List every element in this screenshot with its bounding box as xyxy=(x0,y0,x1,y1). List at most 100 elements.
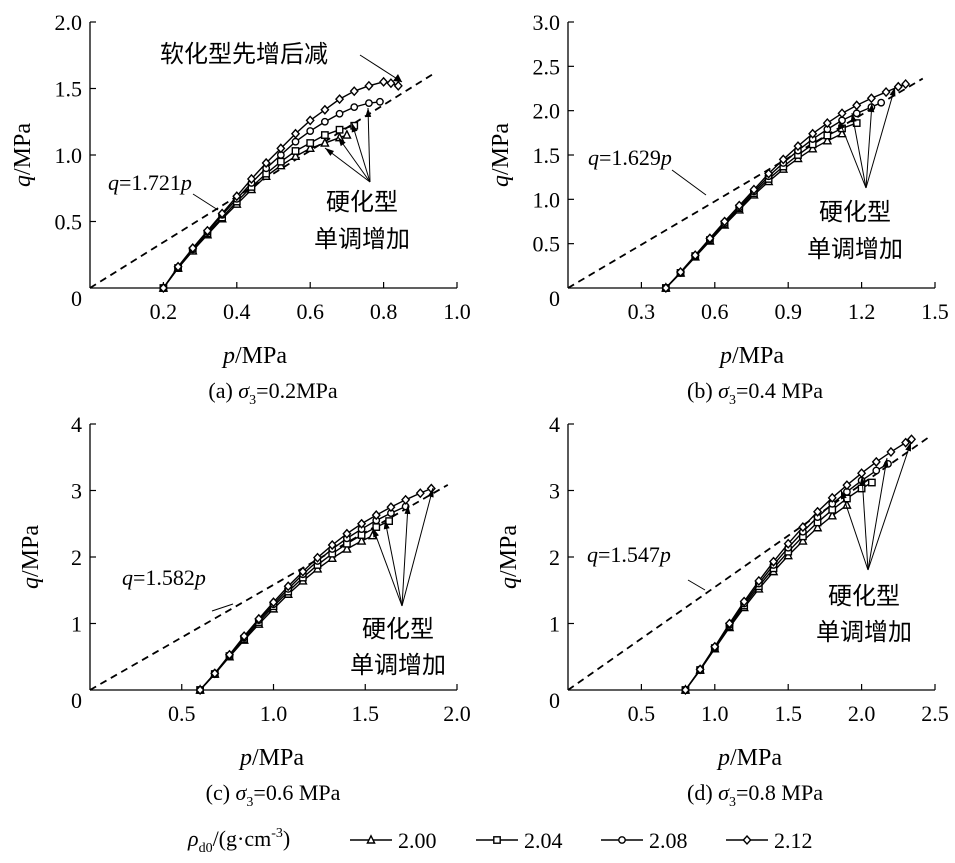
x-tick-label: 0.5 xyxy=(168,701,196,726)
data-point-2.00 xyxy=(320,137,330,147)
data-point-2.04 xyxy=(320,131,329,139)
y-axis-label-var: q xyxy=(496,577,522,589)
y-tick-label: 2 xyxy=(71,545,82,570)
y-tick-label: 3 xyxy=(71,479,82,504)
data-point-2.00 xyxy=(327,552,337,563)
annotation-hardening-arrowhead xyxy=(351,123,358,133)
legend-title-subscript: d0 xyxy=(199,841,213,856)
annotation-hardening-arrowhead xyxy=(373,528,379,538)
series-line-2.12 xyxy=(162,81,399,289)
data-point-2.12 xyxy=(893,81,903,92)
caption-value: =0.8 MPa xyxy=(736,780,823,805)
y-tick-label: 0.5 xyxy=(533,232,561,257)
data-point-2.12 xyxy=(764,168,774,179)
critical-label-p: p xyxy=(193,565,206,590)
data-point-2.04 xyxy=(857,484,866,493)
y-axis-label-unit: /MPa xyxy=(18,525,44,577)
critical-label-leader xyxy=(192,193,219,211)
critical-label-leader xyxy=(687,579,706,591)
data-point-2.12 xyxy=(901,437,911,448)
annotation-hardening-arrowhead xyxy=(859,476,866,486)
annotation-hardening-arrow xyxy=(867,457,888,571)
data-point-2.12 xyxy=(268,597,279,608)
y-axis-label: q/MPa xyxy=(18,525,44,589)
caption-value: =0.6 MPa xyxy=(253,780,340,805)
data-point-2.12 xyxy=(778,154,788,165)
legend: ρd0/(g·cm-3) 2.00 2.04 2.08 2.12 xyxy=(187,826,813,856)
annotation-hardening-line1: 硬化型 xyxy=(819,199,891,226)
data-point-2.12 xyxy=(342,528,352,539)
annotation-hardening-line2: 单调增加 xyxy=(350,652,446,679)
data-point-2.12 xyxy=(232,191,242,202)
data-point-2.12 xyxy=(224,649,235,660)
data-point-2.12 xyxy=(822,118,832,129)
critical-state-line xyxy=(567,437,929,691)
data-point-2.12 xyxy=(312,552,323,563)
annotation-softening-arrow xyxy=(359,54,403,83)
data-point-2.12 xyxy=(813,506,823,517)
critical-line-label: q=1.547p xyxy=(587,542,671,567)
annotation-hardening-arrow xyxy=(337,136,371,183)
annotation-hardening-line1: 硬化型 xyxy=(362,616,434,643)
y-tick-label: 4 xyxy=(71,412,82,437)
data-point-2.12 xyxy=(793,141,803,152)
annotation-softening: 软化型先增后减 xyxy=(160,41,328,68)
data-point-2.08 xyxy=(291,137,300,146)
data-point-2.12 xyxy=(906,434,917,445)
data-point-2.12 xyxy=(320,104,330,115)
data-point-2.12 xyxy=(710,641,720,652)
annotation-hardening-arrow xyxy=(865,102,873,189)
x-axis-label-var: p xyxy=(718,343,732,369)
data-point-2.12 xyxy=(808,128,818,139)
x-tick-label: 2.0 xyxy=(848,701,876,726)
y-tick-label: 1 xyxy=(549,612,560,637)
data-point-2.00 xyxy=(798,535,808,545)
x-axis-label-unit: /MPa xyxy=(235,343,287,369)
data-point-2.12 xyxy=(379,76,389,87)
series-line-2.00 xyxy=(162,134,348,289)
data-point-2.12 xyxy=(866,93,876,104)
data-point-2.08 xyxy=(306,127,315,135)
y-axis-label: q/MPa xyxy=(496,525,522,589)
x-tick-label: 1.0 xyxy=(260,701,288,726)
series-line-2.00 xyxy=(684,504,848,691)
panel-caption: (c) σ3=0.6 MPa xyxy=(206,780,341,810)
caption-sigma: σ xyxy=(718,378,730,403)
x-axis-label-unit: /MPa xyxy=(732,343,784,369)
critical-state-line xyxy=(567,77,924,289)
data-point-2.12 xyxy=(680,684,690,696)
data-point-2.12 xyxy=(335,94,345,105)
series-line-2.00 xyxy=(665,133,843,289)
x-tick-label: 0.3 xyxy=(628,299,656,324)
x-axis-label-var: p xyxy=(716,745,730,771)
y-tick-label: 2.0 xyxy=(55,10,83,35)
x-tick-label: 0.8 xyxy=(370,299,398,324)
annotation-hardening-arrow xyxy=(401,487,434,607)
caption-subscript: 3 xyxy=(246,795,253,810)
data-point-2.12 xyxy=(327,539,337,551)
data-point-2.00 xyxy=(356,535,367,545)
legend-label-2.04: 2.04 xyxy=(524,828,563,853)
annotation-hardening-arrowhead xyxy=(850,113,857,123)
data-point-2.12 xyxy=(217,208,227,219)
data-point-2.12 xyxy=(871,456,881,467)
y-axis-label: q/MPa xyxy=(488,123,514,187)
x-tick-label: 2.5 xyxy=(921,701,949,726)
data-point-2.12 xyxy=(886,446,896,457)
critical-label-slope: =1.629 xyxy=(599,145,661,170)
critical-state-line xyxy=(89,484,449,691)
data-point-2.12 xyxy=(349,86,359,97)
critical-label-p: p xyxy=(658,542,671,567)
y-axis-label: q/MPa xyxy=(10,123,36,187)
data-point-2.08 xyxy=(320,117,329,126)
x-tick-label: 0.9 xyxy=(774,299,802,324)
data-point-2.12 xyxy=(158,282,168,294)
annotation-softening-arrowhead xyxy=(393,74,402,82)
data-point-2.12 xyxy=(283,581,293,592)
data-point-2.12 xyxy=(357,518,367,529)
data-point-2.12 xyxy=(901,79,911,90)
y-tick-label: 1.0 xyxy=(533,187,561,212)
data-point-2.00 xyxy=(290,150,301,161)
caption-sigma: σ xyxy=(718,780,730,805)
